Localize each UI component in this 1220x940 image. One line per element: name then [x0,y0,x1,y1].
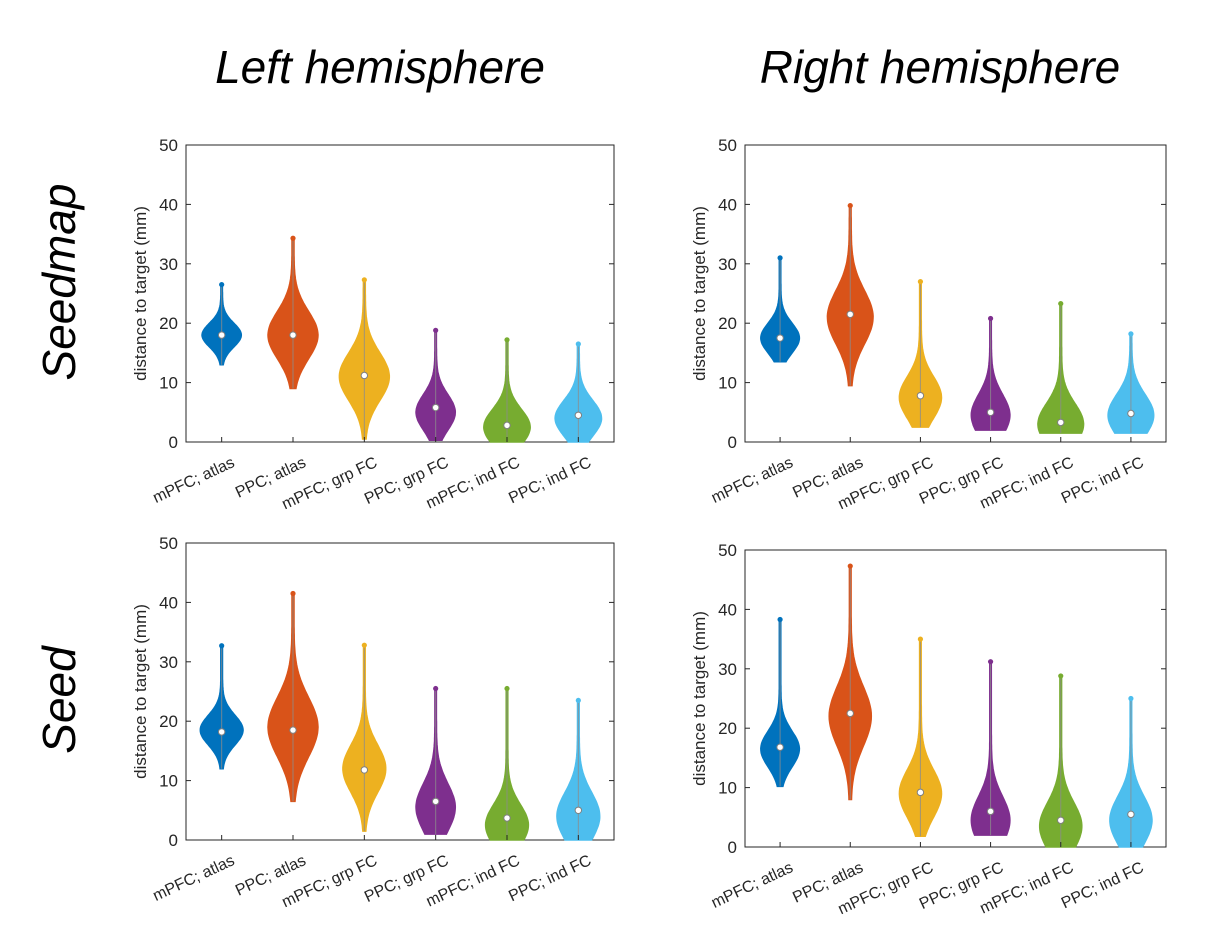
violin-max-point [987,315,994,322]
axes-box [185,144,615,443]
y-tick-label: 20 [718,314,737,333]
violin-max-point [847,202,853,209]
y-axis-label: distance to target (mm) [131,206,150,381]
violin-max-point [361,642,367,648]
axes-box [744,549,1167,848]
axes-box [185,542,615,841]
violin-max-point [987,659,994,665]
violin-median [217,728,226,736]
violin-median [986,408,995,416]
y-tick-label: 40 [159,593,178,612]
violin-median [289,331,297,339]
y-tick-label: 30 [159,255,178,274]
row-title-seedmap: Seedmap [33,184,85,381]
violin-max-point [1058,300,1064,307]
y-tick-label: 10 [159,772,178,791]
violin-max-point [504,685,510,692]
col-title-left: Left hemisphere [215,41,545,93]
violin-max-point [777,616,783,623]
violin-max-point [290,235,296,241]
x-tick-label: PPC; ind FC [506,454,594,507]
violin-median [846,310,854,318]
violin-median [776,334,784,342]
violin-max-point [777,255,783,261]
y-tick-label: 0 [169,831,178,850]
x-tick-label: mPFC; atlas [709,454,796,507]
x-tick-label: mPFC; atlas [150,454,237,507]
y-tick-label: 10 [159,374,178,393]
y-tick-label: 20 [159,712,178,731]
y-tick-label: 50 [159,136,178,155]
col-title-right: Right hemisphere [760,41,1121,93]
violin-max-point [917,636,924,642]
violin-median [1127,810,1135,819]
panel-0: 0 10 20 30 40 50 distance to target (mm) mPFC; … [131,136,615,513]
x-tick-label: mPFC; atlas [150,852,237,905]
y-tick-label: 10 [718,374,737,393]
y-tick-label: 10 [718,779,737,798]
y-tick-label: 20 [159,314,178,333]
y-tick-label: 30 [718,255,737,274]
violin-median [289,726,297,734]
y-tick-label: 0 [728,433,737,452]
x-tick-label: PPC; ind FC [506,852,594,905]
violin-median [776,743,784,751]
violin-max-point [1128,331,1134,337]
y-tick-label: 40 [159,195,178,214]
row-title-seed: Seed [33,645,85,754]
violin-median [431,403,440,412]
violin-median [217,331,226,339]
violin-max-point [290,590,296,597]
y-axis-label: distance to target (mm) [690,206,709,381]
y-tick-label: 0 [169,433,178,452]
violin-median [916,391,925,400]
y-tick-label: 20 [718,719,737,738]
y-tick-label: 50 [718,541,737,560]
violin-max-point [504,337,510,343]
y-axis-label: distance to target (mm) [690,611,709,786]
panel-2: 0 10 20 30 40 50 distance to target (mm) mPFC; … [131,534,615,911]
violin-max-point [575,341,581,347]
violin-median [986,807,995,816]
panel-1: 0 10 20 30 40 50 distance to target (mm) mPFC; … [690,136,1167,513]
y-tick-label: 50 [159,534,178,553]
violin-median [916,788,925,797]
y-tick-label: 50 [718,136,737,155]
violin-max-point [1058,673,1064,679]
violin-median [431,797,440,806]
violin-max-point [917,279,924,285]
violin-median [1057,816,1065,824]
violin-max-point [433,685,439,692]
violin-median [1057,418,1065,427]
violin-median [503,421,511,430]
axes-box [744,144,1167,443]
violin-max-point [1128,695,1134,702]
y-axis-label: distance to target (mm) [131,604,150,779]
y-tick-label: 30 [159,653,178,672]
violin-max-point [433,327,439,333]
violin-median [360,371,369,380]
panel-3: 0 10 20 30 40 50 distance to target (mm) mPFC; … [690,541,1167,918]
violin-max-point [575,697,581,704]
y-tick-label: 0 [728,838,737,857]
violin-median [846,709,854,718]
violin-max-point [219,643,225,649]
violin-max-point [361,277,367,283]
x-tick-label: mPFC; atlas [709,859,796,912]
violin-median [574,806,583,814]
violin-median [503,814,511,822]
violin-median [1127,409,1135,418]
violin-max-point [847,563,853,569]
y-tick-label: 40 [718,600,737,619]
y-tick-label: 40 [718,195,737,214]
violin-median [574,411,583,419]
y-tick-label: 30 [718,660,737,679]
violin-median [360,766,369,774]
violin-max-point [219,281,225,288]
